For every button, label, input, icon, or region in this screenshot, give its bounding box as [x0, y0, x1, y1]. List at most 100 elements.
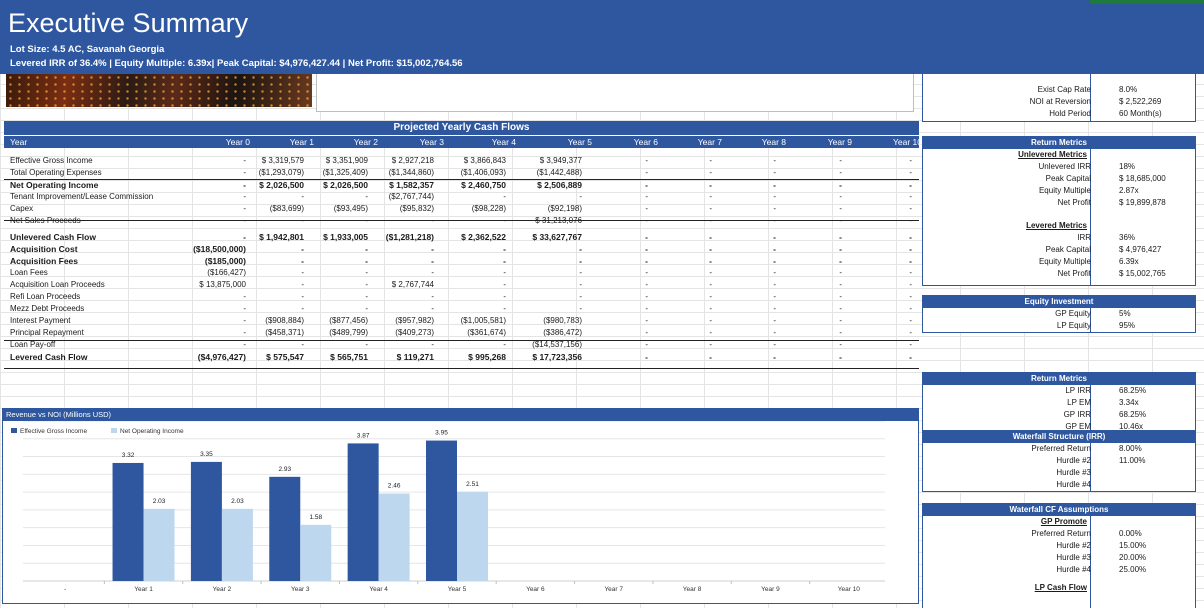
table-row: Mezz Debt Proceeds - - - - - - - - - - -: [4, 304, 919, 316]
x-tick-label: Year 7: [604, 586, 623, 593]
row-label: Effective Gross Income: [10, 156, 93, 165]
cell-value: $ 2,026,500: [323, 180, 368, 190]
cell-value: ($908,884): [265, 316, 304, 325]
cell-value: ($2,767,744): [388, 192, 434, 201]
metric-row: Equity Multiple 6.39x: [923, 256, 1195, 268]
metric-label: Hurdle #2: [1056, 541, 1091, 550]
cell-value: -: [301, 280, 304, 289]
cell-value: -: [645, 304, 648, 313]
cell-value: -: [365, 256, 368, 266]
table-row: Loan Fees ($166,427) - - - - - - - - - -: [4, 268, 919, 280]
metric-value[interactable]: 18%: [1119, 162, 1136, 171]
cell-value: -: [301, 256, 304, 266]
cell-value: $ 3,866,843: [463, 156, 506, 165]
cell-value: ($4,976,427): [197, 352, 246, 362]
metric-label: GP EM: [1065, 422, 1091, 431]
metric-value[interactable]: 8.0%: [1119, 85, 1138, 94]
metric-label: LP Equity: [1056, 321, 1091, 330]
cell-value: -: [645, 280, 648, 289]
x-tick-label: Year 9: [761, 586, 780, 593]
cell-value: -: [709, 280, 712, 289]
cell-value: ($980,783): [543, 316, 582, 325]
cell-value: $ 2,460,750: [461, 180, 506, 190]
table-row: Unlevered Cash Flow - $ 1,942,801 $ 1,933,0…: [4, 232, 919, 244]
metric-value[interactable]: 36%: [1119, 233, 1136, 242]
metric-label: Net Profit: [1057, 198, 1091, 207]
metric-value[interactable]: $ 15,002,765: [1119, 269, 1166, 278]
x-tick-label: Year 4: [369, 586, 388, 593]
metric-value[interactable]: 68.25%: [1119, 410, 1147, 419]
table-row: Interest Payment - ($908,884) ($877,456) ($9…: [4, 316, 919, 328]
metric-value[interactable]: 5%: [1119, 309, 1131, 318]
cell-value: -: [773, 156, 776, 165]
cell-value: -: [909, 352, 912, 362]
metric-value[interactable]: $ 2,522,269: [1119, 97, 1162, 106]
row-separator: [4, 179, 919, 180]
metric-value[interactable]: 15.00%: [1119, 541, 1147, 550]
metric-value[interactable]: $ 19,899,878: [1119, 198, 1166, 207]
cell-value: ($1,293,079): [258, 168, 304, 177]
bar-effective-gross-income: [426, 440, 457, 581]
legend-swatch: [111, 428, 117, 433]
cell-value: -: [839, 340, 842, 349]
waterfall-cf-assumptions-panel: Waterfall CF Assumptions GP Promote Pref…: [922, 503, 1196, 608]
metric-value[interactable]: 6.39x: [1119, 257, 1139, 266]
cell-value: -: [645, 352, 648, 362]
headline-metrics-text: Levered IRR of 36.4% | Equity Multiple: …: [10, 58, 463, 69]
metric-value[interactable]: 0.00%: [1119, 529, 1142, 538]
metric-value[interactable]: 10.46x: [1119, 422, 1144, 431]
year-column-header: Year 3: [419, 137, 444, 147]
cell-value: ($92,198): [547, 204, 582, 213]
cell-value: $ 2,927,218: [391, 156, 434, 165]
metric-value[interactable]: 95%: [1119, 321, 1136, 330]
metric-value[interactable]: $ 18,685,000: [1119, 174, 1166, 183]
metric-label: Equity Multiple: [1038, 257, 1091, 266]
equity-investment-panel: Equity Investment GP Equity 5% LP Equity 95…: [922, 295, 1196, 333]
row-label: Interest Payment: [10, 316, 71, 325]
cell-value: -: [431, 304, 434, 313]
row-label: Net Operating Income: [10, 180, 99, 190]
cell-value: ($1,281,218): [385, 232, 434, 242]
x-tick-label: Year 1: [134, 586, 153, 593]
cell-value: -: [431, 268, 434, 277]
cell-value: ($458,371): [265, 328, 304, 337]
cash-flow-title: Projected Yearly Cash Flows: [4, 121, 919, 135]
metric-value[interactable]: 25.00%: [1119, 565, 1147, 574]
cell-value: -: [579, 304, 582, 313]
cell-value: $ 2,767,744: [391, 280, 434, 289]
cell-value: ($166,427): [207, 268, 246, 277]
cell-value: $ 13,875,000: [199, 280, 246, 289]
revenue-vs-noi-chart[interactable]: Revenue vs NOI (Millions USD) Effective …: [2, 408, 919, 604]
bar-data-label: 3.87: [357, 432, 370, 439]
cell-value: $ 565,751: [330, 352, 368, 362]
property-photo[interactable]: [6, 74, 312, 107]
table-row: Acquisition Fees ($185,000) - - - - - - - - - -: [4, 256, 919, 268]
cell-value: -: [839, 204, 842, 213]
row-label: Total Operating Expenses: [10, 168, 102, 177]
metric-row: GP Equity 5%: [923, 308, 1195, 320]
description-textbox[interactable]: [316, 74, 914, 112]
metric-value[interactable]: 11.00%: [1119, 456, 1146, 465]
bar-net-operating-income: [143, 508, 175, 581]
row-label: Principal Repayment: [10, 328, 84, 337]
cell-value: -: [431, 244, 434, 254]
x-tick-label: Year 5: [448, 586, 467, 593]
metric-row: NOI at Reversion $ 2,522,269: [923, 96, 1195, 108]
cell-value: -: [243, 232, 246, 242]
metric-label: Net Profit: [1057, 269, 1091, 278]
cell-value: $ 2,506,889: [537, 180, 582, 190]
metric-value[interactable]: $ 4,976,427: [1119, 245, 1162, 254]
metric-value[interactable]: 2.87x: [1119, 186, 1139, 195]
x-tick-label: Year 3: [291, 586, 310, 593]
metric-value[interactable]: 68.25%: [1119, 386, 1147, 395]
cell-value: -: [773, 340, 776, 349]
metric-row: Hurdle #2 11.00%: [923, 455, 1195, 467]
metric-value[interactable]: 60 Month(s): [1119, 109, 1162, 118]
metric-value[interactable]: 3.34x: [1119, 398, 1139, 407]
metric-value[interactable]: 20.00%: [1119, 553, 1147, 562]
metric-label: Equity Multiple: [1038, 186, 1091, 195]
cell-value: -: [243, 316, 246, 325]
metric-value[interactable]: 8.00%: [1119, 444, 1142, 453]
cell-value: -: [243, 204, 246, 213]
cell-value: -: [773, 304, 776, 313]
